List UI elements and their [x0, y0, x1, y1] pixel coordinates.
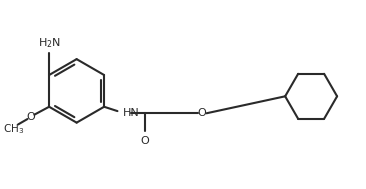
Text: O: O: [141, 136, 150, 146]
Text: HN: HN: [123, 108, 139, 118]
Text: O: O: [198, 108, 207, 118]
Text: H$_2$N: H$_2$N: [38, 36, 61, 50]
Text: O: O: [27, 112, 36, 122]
Text: CH$_3$: CH$_3$: [3, 122, 25, 136]
